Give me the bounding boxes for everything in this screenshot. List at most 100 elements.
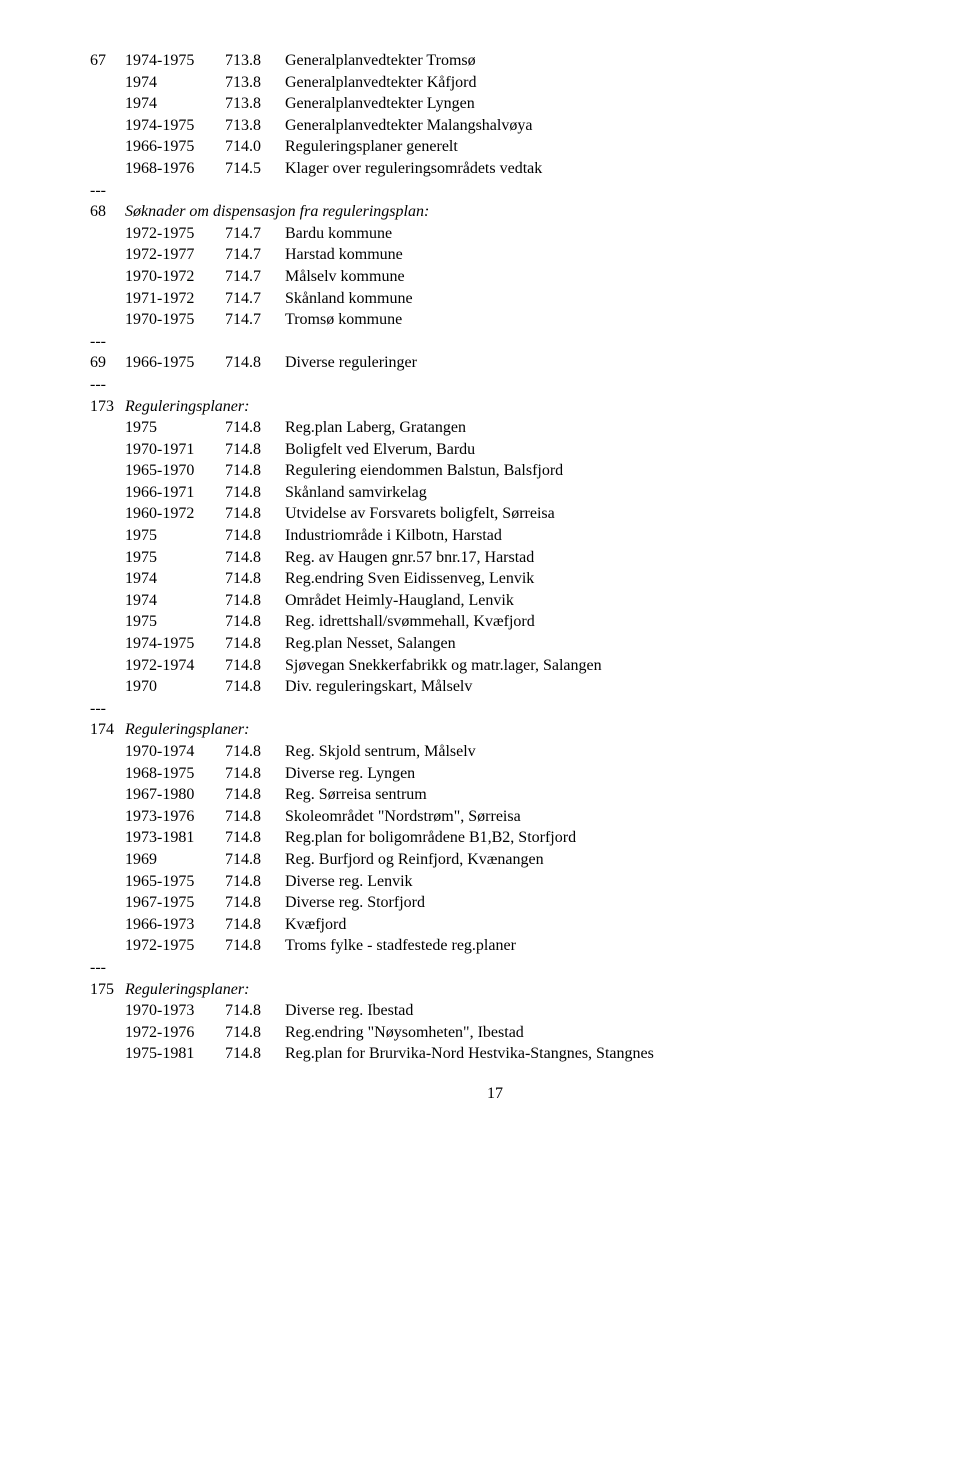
table-row: 1965-1970714.8Regulering eiendommen Bals… <box>90 460 900 482</box>
code-cell: 714.7 <box>225 266 285 288</box>
page-number: 17 <box>90 1083 900 1105</box>
section-number <box>90 806 125 828</box>
desc-cell: Området Heimly-Haugland, Lenvik <box>285 590 900 612</box>
code-cell: 714.8 <box>225 827 285 849</box>
year-cell: 1971-1972 <box>125 288 225 310</box>
year-cell: 1965-1970 <box>125 460 225 482</box>
code-cell: 714.8 <box>225 611 285 633</box>
year-cell: 1972-1977 <box>125 244 225 266</box>
year-cell: 1973-1981 <box>125 827 225 849</box>
desc-cell: Regulering eiendommen Balstun, Balsfjord <box>285 460 900 482</box>
separator: --- <box>90 331 900 353</box>
table-row: 1970-1974714.8Reg. Skjold sentrum, Målse… <box>90 741 900 763</box>
desc-cell: Boligfelt ved Elverum, Bardu <box>285 439 900 461</box>
desc-cell: Generalplanvedtekter Lyngen <box>285 93 900 115</box>
section-header-row: 174Reguleringsplaner: <box>90 719 900 741</box>
year-cell: 1975 <box>125 611 225 633</box>
section-header: Reguleringsplaner: <box>125 396 900 418</box>
year-cell: 1972-1976 <box>125 1022 225 1044</box>
year-cell: 1965-1975 <box>125 871 225 893</box>
section-number <box>90 1000 125 1022</box>
table-row: 1970-1973714.8Diverse reg. Ibestad <box>90 1000 900 1022</box>
section-number <box>90 763 125 785</box>
desc-cell: Diverse reg. Ibestad <box>285 1000 900 1022</box>
year-cell: 1972-1975 <box>125 223 225 245</box>
section-number <box>90 676 125 698</box>
section-number <box>90 482 125 504</box>
code-cell: 714.8 <box>225 763 285 785</box>
year-cell: 1974 <box>125 93 225 115</box>
table-row: 1965-1975714.8Diverse reg. Lenvik <box>90 871 900 893</box>
desc-cell: Sjøvegan Snekkerfabrikk og matr.lager, S… <box>285 655 900 677</box>
section-header: Søknader om dispensasjon fra regulerings… <box>125 201 900 223</box>
code-cell: 714.8 <box>225 503 285 525</box>
section-number <box>90 611 125 633</box>
code-cell: 714.8 <box>225 460 285 482</box>
section-number <box>90 460 125 482</box>
separator: --- <box>90 957 900 979</box>
code-cell: 714.8 <box>225 568 285 590</box>
year-cell: 1974-1975 <box>125 115 225 137</box>
desc-cell: Skoleområdet "Nordstrøm", Sørreisa <box>285 806 900 828</box>
code-cell: 714.8 <box>225 590 285 612</box>
code-cell: 714.0 <box>225 136 285 158</box>
desc-cell: Industriområde i Kilbotn, Harstad <box>285 525 900 547</box>
desc-cell: Div. reguleringskart, Målselv <box>285 676 900 698</box>
desc-cell: Troms fylke - stadfestede reg.planer <box>285 935 900 957</box>
section-header-row: 175Reguleringsplaner: <box>90 979 900 1001</box>
table-row: 1969714.8Reg. Burfjord og Reinfjord, Kvæ… <box>90 849 900 871</box>
year-cell: 1972-1974 <box>125 655 225 677</box>
table-row: 1972-1974714.8Sjøvegan Snekkerfabrikk og… <box>90 655 900 677</box>
year-cell: 1960-1972 <box>125 503 225 525</box>
code-cell: 714.8 <box>225 547 285 569</box>
year-cell: 1968-1975 <box>125 763 225 785</box>
section-number: 173 <box>90 396 125 418</box>
table-row: 1966-1975714.0Reguleringsplaner generelt <box>90 136 900 158</box>
table-row: 1974-1975714.8Reg.plan Nesset, Salangen <box>90 633 900 655</box>
year-cell: 1972-1975 <box>125 935 225 957</box>
year-cell: 1975 <box>125 417 225 439</box>
code-cell: 714.8 <box>225 676 285 698</box>
section-number <box>90 93 125 115</box>
year-cell: 1974-1975 <box>125 50 225 72</box>
table-row: 1975714.8Reg. av Haugen gnr.57 bnr.17, H… <box>90 547 900 569</box>
section-number: 175 <box>90 979 125 1001</box>
code-cell: 714.8 <box>225 871 285 893</box>
desc-cell: Reguleringsplaner generelt <box>285 136 900 158</box>
code-cell: 714.8 <box>225 633 285 655</box>
desc-cell: Klager over reguleringsområdets vedtak <box>285 158 900 180</box>
section-number <box>90 439 125 461</box>
year-cell: 1970-1973 <box>125 1000 225 1022</box>
section-header-row: 173Reguleringsplaner: <box>90 396 900 418</box>
code-cell: 714.8 <box>225 784 285 806</box>
section-number: 67 <box>90 50 125 72</box>
year-cell: 1970-1971 <box>125 439 225 461</box>
table-row: 671974-1975713.8Generalplanvedtekter Tro… <box>90 50 900 72</box>
table-row: 1972-1976714.8Reg.endring "Nøysomheten",… <box>90 1022 900 1044</box>
section-number <box>90 655 125 677</box>
year-cell: 1967-1980 <box>125 784 225 806</box>
section-number <box>90 871 125 893</box>
section-number: 68 <box>90 201 125 223</box>
desc-cell: Diverse reg. Lyngen <box>285 763 900 785</box>
table-row: 1972-1975714.8Troms fylke - stadfestede … <box>90 935 900 957</box>
section-header: Reguleringsplaner: <box>125 979 900 1001</box>
desc-cell: Reg.plan Laberg, Gratangen <box>285 417 900 439</box>
desc-cell: Diverse reguleringer <box>285 352 900 374</box>
section-number <box>90 417 125 439</box>
section-header: Reguleringsplaner: <box>125 719 900 741</box>
section-number <box>90 72 125 94</box>
section-number <box>90 244 125 266</box>
section-number <box>90 525 125 547</box>
code-cell: 714.7 <box>225 288 285 310</box>
section-number <box>90 849 125 871</box>
separator: --- <box>90 698 900 720</box>
section-number <box>90 223 125 245</box>
section-number <box>90 935 125 957</box>
desc-cell: Reg.plan Nesset, Salangen <box>285 633 900 655</box>
section-number <box>90 633 125 655</box>
table-row: 1970714.8Div. reguleringskart, Målselv <box>90 676 900 698</box>
section-number <box>90 827 125 849</box>
year-cell: 1974 <box>125 590 225 612</box>
year-cell: 1975 <box>125 547 225 569</box>
